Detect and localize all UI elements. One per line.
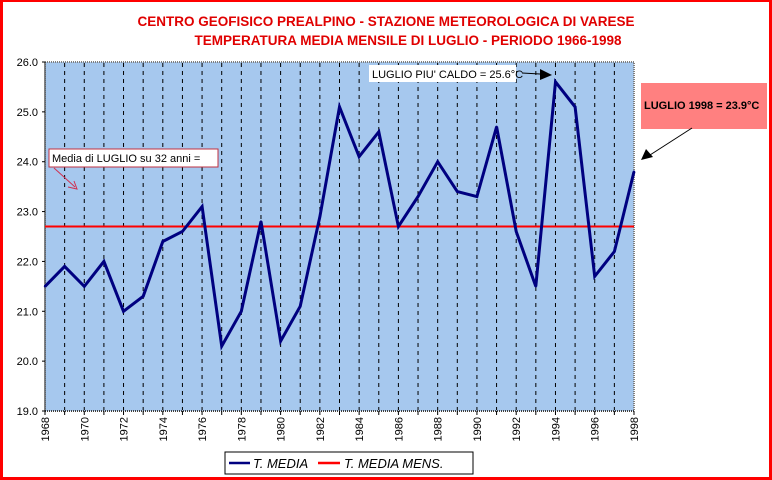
data-point <box>632 170 636 173</box>
data-point <box>122 310 125 313</box>
data-point <box>554 80 557 84</box>
y-tick-label: 25.0 <box>17 107 38 119</box>
annotation-last-arrow <box>649 127 693 156</box>
data-point <box>141 295 145 298</box>
data-point <box>593 275 596 278</box>
y-tick-label: 20.0 <box>17 356 38 368</box>
data-point <box>279 340 282 343</box>
y-axis: 19.0 20.0 21.0 22.0 23.0 24.0 25.0 26.0 <box>17 57 46 418</box>
x-tick-label: 1978 <box>236 417 248 441</box>
data-point <box>534 285 538 288</box>
x-tick-label: 1976 <box>197 417 209 441</box>
annotation-hottest-arrowhead <box>540 69 552 80</box>
data-point <box>573 105 577 109</box>
y-tick-label: 24.0 <box>17 157 38 169</box>
annotation-mean-arrowhead <box>67 180 78 190</box>
x-tick-label: 1972 <box>119 417 131 441</box>
annotation-mean-arrow <box>53 167 76 188</box>
legend-box <box>224 451 474 475</box>
data-point <box>259 220 263 223</box>
series-t-media-points <box>43 80 636 348</box>
data-point <box>613 250 616 253</box>
x-tick-label: 1982 <box>315 417 327 441</box>
data-point <box>515 230 518 233</box>
data-point <box>220 344 223 348</box>
x-tick-label: 1998 <box>629 417 641 441</box>
y-tick-label: 22.0 <box>17 256 38 268</box>
data-point <box>299 305 302 308</box>
x-tick-label: 1974 <box>158 417 170 441</box>
x-tick-label: 1970 <box>79 417 91 441</box>
x-axis: 1968 1970 1972 1974 1976 1978 1980 1982 1984 1986… <box>40 410 641 441</box>
y-tick-label: 19.0 <box>17 406 38 418</box>
annotation-last-text: LUGLIO 1998 = 23.9°C <box>644 100 759 112</box>
x-tick-label: 1984 <box>354 417 366 441</box>
legend-label-t-media-mens: T. MEDIA MENS. <box>344 456 443 471</box>
legend-label-t-media: T. MEDIA <box>253 456 308 471</box>
y-tick-label: 23.0 <box>17 207 38 219</box>
data-point <box>495 125 498 129</box>
annotation-last-arrowhead <box>641 149 653 160</box>
annotation-mean-box <box>48 148 219 168</box>
data-point <box>377 130 380 133</box>
data-point <box>240 310 243 313</box>
annotation-hottest-arrow <box>521 72 541 75</box>
x-tick-label: 1996 <box>590 417 602 441</box>
data-point <box>181 230 184 233</box>
data-point <box>318 215 322 218</box>
annotation-last: LUGLIO 1998 = 23.9°C <box>641 83 767 160</box>
annotation-hottest-box <box>369 65 516 82</box>
data-point <box>83 285 86 288</box>
x-tick-label: 1988 <box>433 417 445 441</box>
data-point <box>357 155 361 158</box>
x-tick-label: 1994 <box>550 417 562 441</box>
data-point <box>416 195 420 198</box>
y-tick-label: 26.0 <box>17 57 38 69</box>
annotation-mean: Media di LUGLIO su 32 anni = <box>48 148 219 190</box>
annotation-hottest-text: LUGLIO PIU' CALDO = 25.6°C <box>372 69 523 81</box>
data-point <box>102 260 106 263</box>
data-point <box>436 160 439 163</box>
gridlines <box>64 63 615 410</box>
annotation-hottest: LUGLIO PIU' CALDO = 25.6°C <box>369 65 552 82</box>
data-point <box>200 205 204 208</box>
x-tick-label: 1980 <box>276 417 288 441</box>
x-tick-label: 1986 <box>393 417 405 441</box>
chart-subtitle: TEMPERATURA MEDIA MENSILE DI LUGLIO - PE… <box>194 33 622 48</box>
data-point <box>397 225 400 228</box>
data-point <box>456 190 459 193</box>
data-point <box>475 195 479 198</box>
annotation-mean-text: Media di LUGLIO su 32 anni = <box>52 153 200 165</box>
annotation-last-box <box>641 83 767 129</box>
x-tick-label: 1990 <box>472 417 484 441</box>
chart-title: CENTRO GEOFISICO PREALPINO - STAZIONE ME… <box>137 14 634 29</box>
data-point <box>338 105 341 109</box>
data-point <box>161 240 164 243</box>
data-point <box>43 285 47 288</box>
legend: T. MEDIA T. MEDIA MENS. <box>224 451 474 475</box>
x-tick-label: 1992 <box>511 417 523 441</box>
x-tick-label: 1968 <box>40 417 52 441</box>
data-point <box>63 265 66 268</box>
y-tick-label: 21.0 <box>17 306 38 318</box>
